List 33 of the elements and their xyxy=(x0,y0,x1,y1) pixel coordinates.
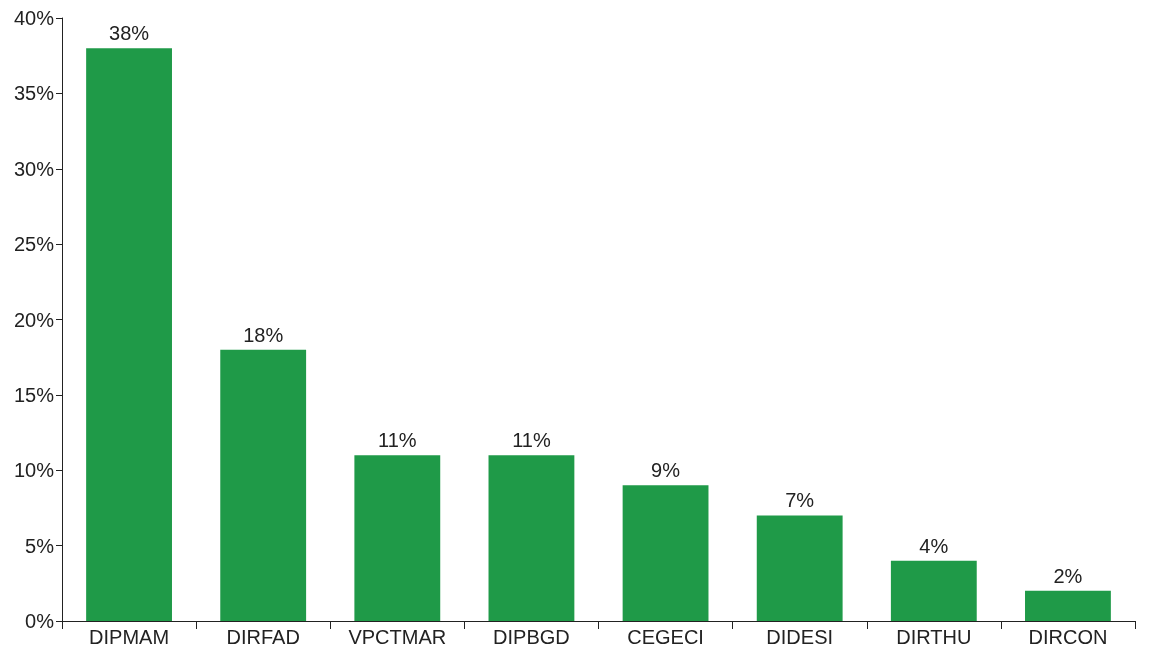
x-tick-label: VPCTMAR xyxy=(348,626,447,648)
bar xyxy=(622,485,709,621)
data-label: 11% xyxy=(512,429,551,452)
bar xyxy=(220,349,307,621)
bar xyxy=(488,455,575,621)
data-label: 2% xyxy=(1053,564,1083,587)
y-tick-label: 35% xyxy=(13,82,55,105)
data-label: 11% xyxy=(378,429,417,452)
bar xyxy=(354,455,441,621)
x-tick-label: DIRFAD xyxy=(226,626,300,648)
y-tick-label: 40% xyxy=(13,7,55,29)
x-tick-label: CEGECI xyxy=(627,626,704,648)
data-label: 9% xyxy=(651,459,681,482)
bar xyxy=(890,560,977,621)
data-label: 4% xyxy=(919,534,949,557)
x-tick-label: DIPMAM xyxy=(89,626,170,648)
y-tick-label: 30% xyxy=(13,157,55,180)
y-tick-label: 5% xyxy=(25,534,55,557)
y-tick-label: 15% xyxy=(13,383,55,406)
y-tick-label: 10% xyxy=(13,459,55,482)
bar xyxy=(86,48,172,621)
bar xyxy=(1025,590,1111,621)
x-tick-label: DIRCON xyxy=(1028,626,1108,648)
data-label: 18% xyxy=(243,323,284,346)
bar xyxy=(756,515,843,621)
x-tick-label: DIPBGD xyxy=(493,626,570,648)
y-tick-label: 25% xyxy=(13,233,55,256)
data-label: 38% xyxy=(109,22,150,45)
x-tick-label: DIRTHU xyxy=(896,626,972,648)
data-label: 7% xyxy=(785,489,815,512)
y-tick-label: 20% xyxy=(13,308,55,331)
x-tick-label: DIDESI xyxy=(766,626,834,648)
y-tick-label: 0% xyxy=(25,610,55,632)
